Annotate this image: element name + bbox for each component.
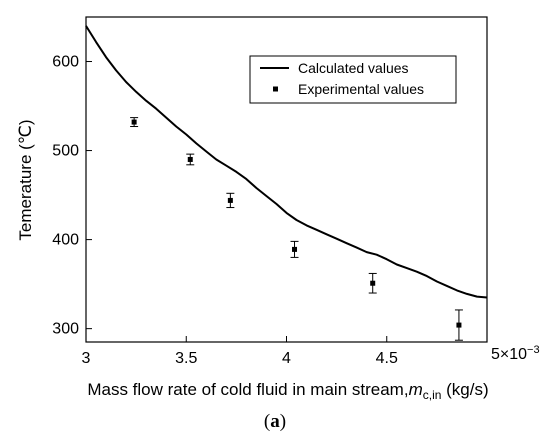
caption-open: ( <box>264 411 270 432</box>
x-tick-label: 4 <box>282 350 291 367</box>
caption-close: ) <box>280 411 286 432</box>
experimental-marker <box>370 280 376 286</box>
x-axis-title: Mass flow rate of cold fluid in main str… <box>87 380 488 402</box>
y-tick-label: 600 <box>52 54 79 71</box>
x-tick-label: 3 <box>82 350 91 367</box>
x-multiplier: 5×10−3 <box>491 344 540 363</box>
experimental-point <box>130 117 139 128</box>
tick-labels: 3 3.5 4 4.5 300 400 500 600 <box>52 54 398 367</box>
experimental-point <box>226 192 235 209</box>
caption-letter: a <box>270 411 280 432</box>
experimental-point <box>368 272 377 294</box>
y-axis-title: Temerature (℃) <box>16 119 35 240</box>
y-tick-label: 300 <box>52 321 79 338</box>
experimental-marker <box>227 197 233 203</box>
x-multiplier-exponent: −3 <box>527 344 540 356</box>
calculated-values-line <box>85 25 488 299</box>
y-tick-label: 500 <box>52 143 79 160</box>
series-layer <box>85 25 488 341</box>
y-tick-label: 400 <box>52 232 79 249</box>
legend-marker-swatch <box>273 86 278 92</box>
legend-label-experimental: Experimental values <box>298 81 424 97</box>
x-multiplier-base: 5×10 <box>491 346 527 363</box>
x-axis-title-subscript: c,in <box>423 388 442 402</box>
axis-ticks <box>85 61 388 342</box>
x-axis-title-prefix: Mass flow rate of cold fluid in main str… <box>87 380 408 399</box>
figure-caption: (a) <box>264 411 286 432</box>
x-axis-title-unit: (kg/s) <box>441 380 488 399</box>
experimental-marker <box>292 246 298 252</box>
experimental-point <box>186 153 195 166</box>
legend: Calculated values Experimental values <box>249 55 457 104</box>
experimental-marker <box>187 156 193 162</box>
experimental-point <box>290 240 299 258</box>
legend-box <box>249 55 457 104</box>
x-tick-label: 4.5 <box>376 350 398 367</box>
experimental-marker <box>456 322 462 328</box>
x-tick-label: 3.5 <box>175 350 197 367</box>
experimental-point <box>454 309 463 341</box>
x-axis-title-variable: m <box>409 380 423 399</box>
experimental-marker <box>131 119 137 125</box>
legend-label-calculated: Calculated values <box>298 60 409 76</box>
